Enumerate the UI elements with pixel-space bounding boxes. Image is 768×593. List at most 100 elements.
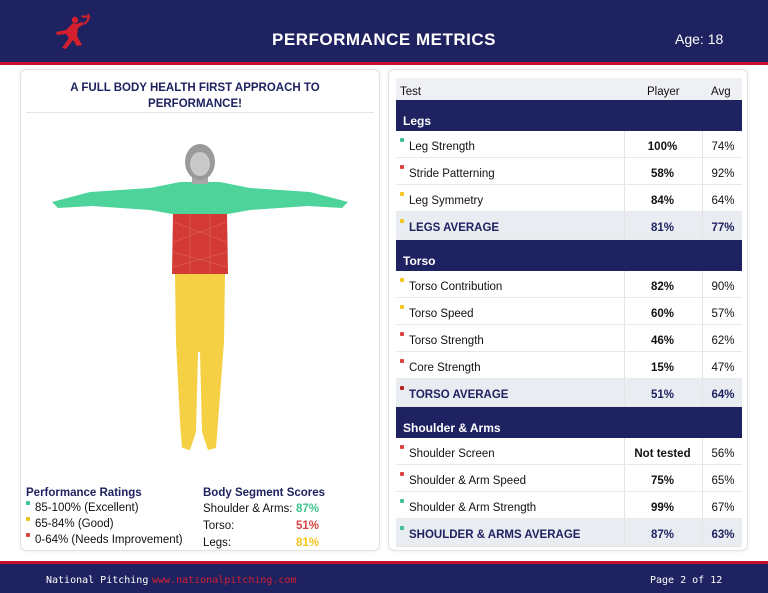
average-score: 57% [711,308,735,320]
average-score: 63% [711,529,735,541]
segment-label-legs: Legs: [203,537,232,549]
player-score: 81% [650,222,675,234]
page-title: PERFORMANCE METRICS [272,30,496,49]
age-label: Age: 18 [675,31,724,47]
metrics-table: Test Player Avg Legs Leg Strength 100% 74% S… [396,78,742,547]
average-score: 92% [711,168,735,180]
segment-value-torso: 51% [296,520,320,532]
average-score: 90% [711,281,735,293]
rating-dot [400,278,404,282]
table-row: Leg Symmetry 84% 64% [396,185,742,212]
table-row: Torso Strength 46% 62% [396,325,742,352]
test-name: Torso Contribution [409,281,503,293]
footer-accent-line [0,561,768,564]
test-name: Leg Strength [409,141,475,153]
average-label: LEGS AVERAGE [409,222,500,234]
legend-dot [26,501,30,505]
test-name: Leg Symmetry [409,195,484,207]
rating-dot [400,305,404,309]
legend-good: 65-84% (Good) [26,517,114,530]
rating-dot [400,219,404,223]
footer-url-link[interactable]: www.nationalpitching.com [152,575,297,586]
player-score: 99% [650,502,675,514]
section-average-row: TORSO AVERAGE 51% 64% [396,379,742,407]
legend-needs-improvement: 0-64% (Needs Improvement) [26,533,183,546]
player-score: 15% [650,362,675,374]
rating-dot [400,445,404,449]
legend-excellent: 85-100% (Excellent) [26,501,139,514]
rating-dot [400,386,404,390]
header-accent-line [0,62,768,65]
ratings-legend-title: Performance Ratings [26,487,142,499]
footer-org: National Pitching [46,575,149,586]
average-label: SHOULDER & ARMS AVERAGE [409,529,581,541]
rating-dot [400,526,404,530]
footer-bar [0,564,768,593]
player-score: 46% [650,335,675,347]
table-row: Shoulder & Arm Speed 75% 65% [396,465,742,492]
section-title: Shoulder & Arms [403,421,501,435]
torso-segment [172,212,228,274]
legend-dot [26,533,30,537]
rating-dot [400,192,404,196]
test-name: Shoulder Screen [409,448,495,460]
player-score: 60% [650,308,675,320]
segment-label-torso: Torso: [203,520,235,532]
player-score: 100% [647,141,678,153]
table-row: Leg Strength 100% 74% [396,131,742,158]
section-average-row: LEGS AVERAGE 81% 77% [396,212,742,240]
rating-dot [400,138,404,142]
average-score: 67% [711,502,735,514]
body-health-heading: A FULL BODY HEALTH FIRST APPROACH TO PER… [70,82,320,110]
average-score: 64% [711,389,735,401]
column-test: Test [400,86,422,98]
average-score: 65% [711,475,735,487]
shoulder-arms-segment [52,182,348,214]
section-header: Shoulder & Arms [396,407,742,438]
segment-value-legs: 81% [296,537,320,549]
player-score: 51% [650,389,675,401]
player-score: 58% [650,168,675,180]
segment-label-shoulder: Shoulder & Arms: [203,503,293,515]
pitcher-logo-icon [56,13,94,49]
player-score: 82% [650,281,675,293]
body-segment-figure [52,144,348,450]
average-label: TORSO AVERAGE [409,389,509,401]
header-bar [0,0,768,62]
player-score: Not tested [634,448,691,460]
test-name: Stride Patterning [409,168,495,180]
page-number: Page 2 of 12 [650,575,723,586]
average-score: 56% [711,448,735,460]
legend-dot [26,517,30,521]
column-player: Player [647,86,680,98]
rating-dot [400,165,404,169]
segment-scores-title: Body Segment Scores [203,487,326,499]
test-name: Torso Strength [409,335,484,347]
player-score: 87% [650,529,675,541]
column-avg: Avg [711,86,731,98]
average-score: 47% [711,362,735,374]
table-row: Torso Speed 60% 57% [396,298,742,325]
average-score: 74% [711,141,735,153]
table-row: Torso Contribution 82% 90% [396,271,742,298]
heading-divider [26,112,374,113]
section-title: Torso [403,254,436,268]
segment-value-shoulder: 87% [296,503,320,515]
test-name: Torso Speed [409,308,474,320]
player-score: 75% [650,475,675,487]
section-title: Legs [403,114,432,128]
average-score: 77% [711,222,735,234]
legs-segment [175,274,225,450]
rating-dot [400,499,404,503]
section-header: Torso [396,240,742,271]
table-header-row: Test Player Avg [396,78,742,100]
test-name: Shoulder & Arm Strength [409,502,537,514]
rating-dot [400,332,404,336]
table-row: Stride Patterning 58% 92% [396,158,742,185]
average-score: 64% [711,195,735,207]
test-name: Core Strength [409,362,481,374]
table-row: Shoulder & Arm Strength 99% 67% [396,492,742,519]
table-row: Shoulder Screen Not tested 56% [396,438,742,465]
test-name: Shoulder & Arm Speed [409,475,526,487]
player-score: 84% [650,195,675,207]
